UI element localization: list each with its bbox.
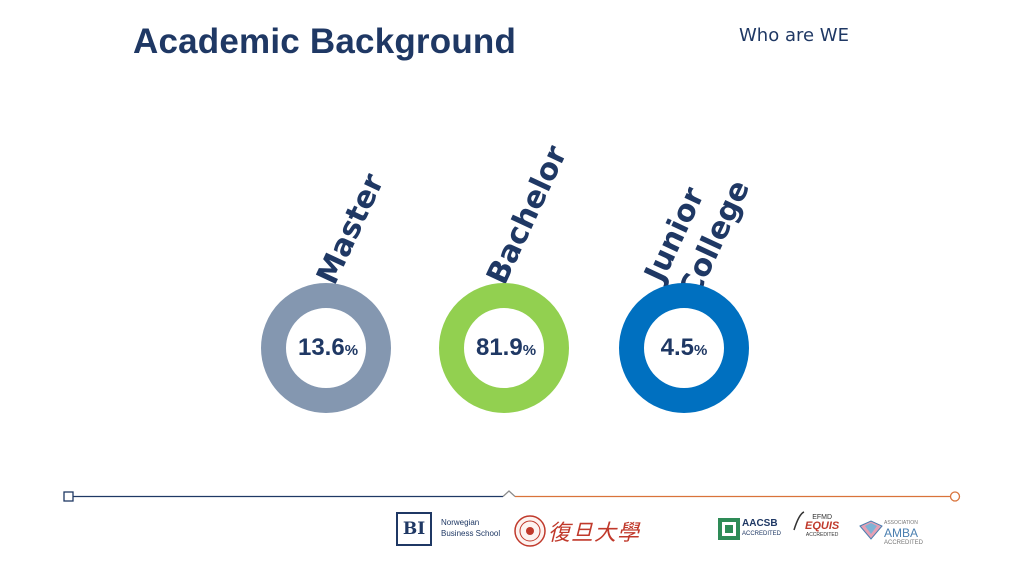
amba-sub: ACCREDITED — [884, 540, 924, 546]
percentage-unit: % — [522, 342, 537, 359]
equis-sub: ACCREDITED — [805, 532, 839, 538]
equis-accreditation: EFMD EQUIS ACCREDITED — [805, 513, 839, 540]
page-title: Academic Background — [133, 22, 517, 61]
percentage-junior-college: 4.5% — [619, 330, 749, 369]
category-label-text: Bachelor — [480, 140, 575, 290]
aacsb-sub: ACCREDITED — [742, 531, 782, 537]
amba-accreditation: ASSOCIATION AMBA ACCREDITED — [884, 518, 923, 548]
percentage-unit: % — [344, 342, 359, 359]
bi-logo: BI — [396, 512, 432, 546]
timeline-divider — [63, 490, 961, 502]
fudan-university-name: 復旦大學 — [548, 521, 641, 546]
category-label-master: Master — [310, 169, 392, 291]
equis-name: EQUIS — [805, 520, 840, 532]
percentage-value: 81.9 — [475, 334, 523, 361]
equis-logo-icon — [793, 511, 805, 531]
percentage-bachelor: 81.9% — [441, 330, 571, 369]
amba-name: AMBA — [884, 526, 919, 540]
aacsb-logo-icon — [718, 518, 740, 540]
percentage-value: 4.5 — [660, 334, 695, 361]
category-label-text: Master — [310, 168, 392, 290]
percentage-unit: % — [694, 342, 708, 359]
timeline-start-marker — [63, 491, 74, 502]
percentage-master: 13.6% — [263, 330, 393, 369]
category-label-junior-college: Junior College — [637, 158, 759, 304]
section-subtitle: Who are WE — [739, 25, 849, 46]
amba-logo-icon — [859, 520, 883, 540]
timeline-peak-marker — [502, 490, 516, 497]
timeline-end-marker — [949, 491, 961, 502]
aacsb-name: AACSB — [742, 518, 778, 529]
efmd-name: EFMD — [812, 514, 833, 521]
bi-name-line-2: Business School — [441, 529, 501, 538]
bi-school-name: Norwegian Business School — [441, 517, 500, 539]
fudan-seal-icon — [514, 515, 546, 547]
amba-pre: ASSOCIATION — [884, 520, 918, 526]
bi-name-line-1: Norwegian — [441, 518, 480, 527]
aacsb-accreditation: AACSB ACCREDITED — [742, 518, 781, 540]
category-label-bachelor: Bachelor — [480, 141, 575, 291]
percentage-value: 13.6 — [297, 334, 345, 361]
